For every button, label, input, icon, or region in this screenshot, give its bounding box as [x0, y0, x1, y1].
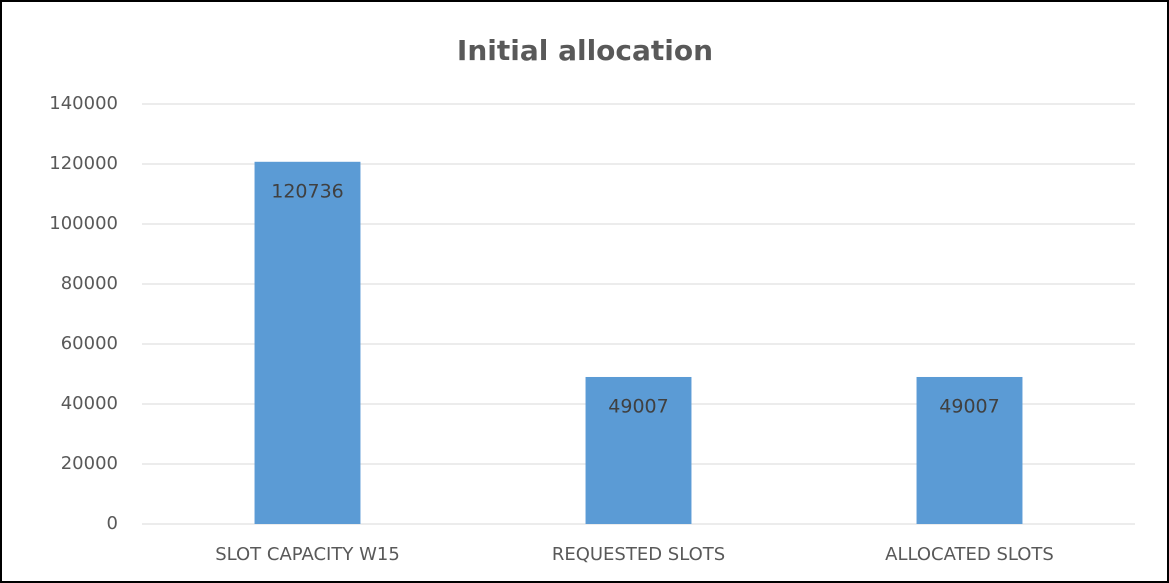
y-tick-label: 60000: [61, 333, 118, 354]
data-label: 49007: [608, 395, 668, 417]
data-label: 120736: [271, 180, 344, 202]
y-tick-label: 0: [107, 513, 118, 534]
y-tick-label: 20000: [61, 453, 118, 474]
y-tick-label: 100000: [49, 213, 118, 234]
y-tick-label: 80000: [61, 273, 118, 294]
x-tick-label: REQUESTED SLOTS: [552, 544, 725, 565]
x-tick-label: SLOT CAPACITY W15: [215, 544, 400, 565]
y-tick-label: 120000: [49, 153, 118, 174]
chart-title: Initial allocation: [457, 34, 713, 67]
y-tick-label: 40000: [61, 393, 118, 414]
data-label: 49007: [939, 395, 999, 417]
bar: [916, 376, 1023, 524]
bar: [254, 161, 361, 525]
bar: [585, 376, 692, 524]
y-tick-label: 140000: [49, 93, 118, 114]
x-tick-label: ALLOCATED SLOTS: [885, 544, 1054, 565]
